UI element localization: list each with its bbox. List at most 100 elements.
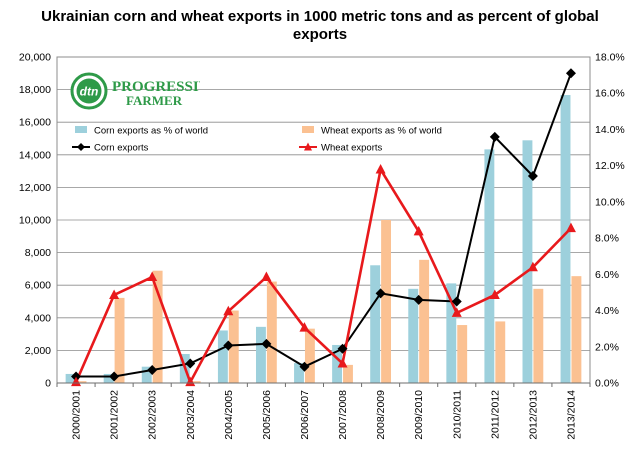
corn-exports-point [185, 358, 196, 369]
corn-exports-point [261, 338, 272, 349]
right-tick-label: 12.0% [595, 160, 625, 172]
legend-label: Wheat exports [321, 143, 382, 154]
x-tick-label: 2011/2012 [489, 390, 501, 439]
x-tick-label: 2006/2007 [299, 390, 311, 440]
corn-exports-point [223, 340, 234, 351]
corn-share-bar [446, 283, 457, 383]
left-tick-label: 0 [45, 378, 51, 390]
wheat-exports-point [223, 305, 234, 316]
right-tick-label: 14.0% [595, 124, 625, 136]
wheat-share-bar [304, 328, 315, 383]
x-tick-label: 2010/2011 [451, 390, 463, 439]
corn-exports-point [489, 131, 500, 142]
corn-share-bar [332, 344, 343, 383]
corn-exports-point [375, 288, 386, 299]
wheat-exports-point [71, 376, 82, 387]
legend-label: Corn exports [94, 143, 149, 154]
wheat-share-bar [152, 270, 163, 383]
corn-exports-point [109, 371, 120, 382]
corn-share-bar [408, 288, 419, 383]
wheat-share-bar [343, 364, 353, 383]
right-tick-label: 4.0% [595, 305, 619, 317]
x-tick-label: 2013/2014 [565, 390, 577, 440]
corn-exports-line [76, 72, 572, 378]
corn-share-bar [484, 149, 495, 383]
corn-exports-point [299, 361, 310, 372]
x-tick-label: 2007/2008 [337, 390, 349, 440]
left-tick-label: 2,000 [25, 345, 51, 357]
right-tick-label: 2.0% [595, 341, 619, 353]
lines-group [71, 68, 576, 387]
x-tick-label: 2000/2001 [71, 390, 83, 440]
wheat-exports-line [74, 165, 572, 386]
legend-diamond-marker [77, 143, 85, 151]
x-tick-label: 2009/2010 [413, 390, 425, 440]
right-tick-label: 10.0% [595, 196, 625, 208]
wheat-share-bar [114, 297, 125, 383]
wheat-exports-point [299, 322, 310, 332]
corn-exports-point [337, 343, 348, 354]
x-tick-label: 2005/2006 [261, 390, 273, 440]
left-tick-label: 14,000 [19, 149, 51, 161]
wheat-exports-point [261, 271, 272, 282]
wheat-share-bar [495, 321, 506, 383]
corn-share-bar [103, 373, 114, 383]
chart-title-line2: exports [292, 26, 348, 43]
chart-title-line1: Ukrainian corn and wheat exports in 1000… [41, 8, 599, 25]
wheat-share-bar [571, 276, 582, 383]
wheat-share-bar [419, 259, 430, 383]
legend-label: Wheat exports as % of world [321, 126, 442, 137]
wheat-share-bar [533, 288, 544, 383]
x-tick-label: 2008/2009 [375, 390, 387, 440]
wheat-exports-point [185, 376, 196, 387]
left-tick-label: 4,000 [25, 312, 51, 324]
left-tick-label: 18,000 [19, 84, 51, 96]
left-tick-label: 12,000 [19, 182, 51, 194]
right-tick-label: 18.0% [595, 52, 625, 64]
x-tick-label: 2004/2005 [223, 390, 235, 440]
legend-corn-share-swatch [75, 126, 87, 133]
wheat-exports-point [451, 307, 462, 317]
legend: Corn exports as % of world Wheat exports … [72, 126, 442, 154]
wheat-exports-point [109, 289, 120, 299]
corn-share-bar [522, 140, 533, 383]
wheat-share-bar [190, 381, 201, 383]
corn-share-bar [255, 326, 266, 383]
chart-title: Ukrainian corn and wheat exports in 1000… [0, 8, 640, 44]
right-tick-label: 6.0% [595, 269, 619, 281]
wheat-share-bar [266, 281, 277, 383]
wheat-exports-point [147, 271, 158, 282]
corn-exports-point [451, 296, 462, 307]
legend-label: Corn exports as % of world [94, 126, 208, 137]
wheat-exports-point [489, 289, 500, 299]
wheat-exports-point [375, 163, 386, 174]
left-tick-label: 16,000 [19, 117, 51, 129]
svg-text:dtn: dtn [80, 85, 99, 99]
dtn-progressive-farmer-logo: dtn PROGRESSIVE FARMER [70, 72, 200, 112]
x-tick-label: 2012/2013 [527, 390, 539, 440]
corn-exports-point [71, 371, 82, 382]
corn-share-bar [370, 265, 381, 383]
right-tick-label: 0.0% [595, 378, 619, 390]
wheat-share-bar [76, 381, 87, 383]
left-tick-label: 6,000 [25, 280, 51, 292]
svg-text:FARMER: FARMER [126, 93, 183, 108]
x-tick-label: 2001/2002 [109, 390, 121, 440]
corn-share-bar [141, 366, 152, 383]
corn-exports-point [565, 68, 576, 79]
axes-group: 0 2,000 4,000 6,000 8,000 10,000 12,000 14,000 1… [19, 52, 625, 440]
x-tick-label: 2002/2003 [147, 390, 159, 440]
wheat-exports-point [413, 225, 424, 236]
wheat-exports-point [565, 222, 576, 233]
corn-share-bar [65, 373, 76, 383]
corn-share-bar [217, 330, 228, 383]
wheat-share-bar [457, 325, 468, 383]
corn-exports-point [147, 364, 158, 375]
wheat-share-bar [228, 310, 239, 383]
left-tick-label: 20,000 [19, 52, 51, 64]
wheat-exports-point [337, 357, 348, 368]
bars-group [65, 95, 582, 384]
legend-wheat-share-swatch [302, 126, 314, 133]
corn-share-bar [294, 363, 304, 383]
corn-share-bar [560, 95, 571, 384]
